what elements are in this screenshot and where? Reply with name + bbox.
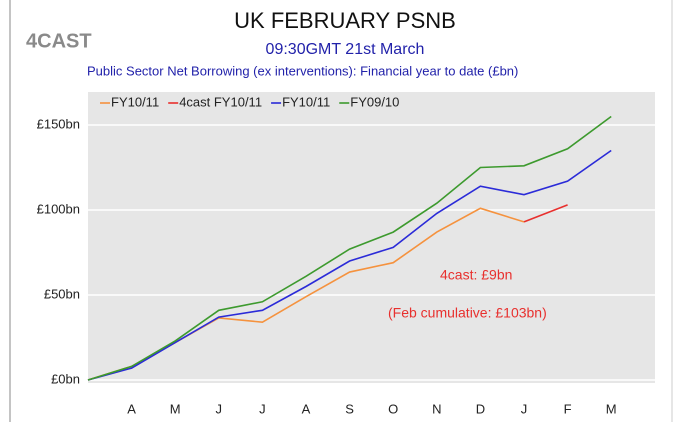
series-line xyxy=(523,204,568,223)
annotation: 4cast: £9bn xyxy=(440,267,512,283)
x-tick-label: O xyxy=(388,401,398,416)
x-tick-label: D xyxy=(476,401,485,416)
legend-label: 4cast FY10/11 xyxy=(179,94,262,109)
x-tick-label: F xyxy=(564,401,572,416)
x-tick-label: A xyxy=(302,401,311,416)
x-tick-label: J xyxy=(216,401,223,416)
series-line xyxy=(87,149,612,381)
description: Public Sector Net Borrowing (ex interven… xyxy=(87,63,518,78)
x-tick-label: M xyxy=(606,401,617,416)
y-tick-label: £50bn xyxy=(44,286,80,301)
y-tick-label: £100bn xyxy=(37,201,80,216)
plot-area xyxy=(88,92,655,383)
x-tick-label: J xyxy=(521,401,528,416)
x-tick-label: S xyxy=(345,401,354,416)
legend-label: FY10/11 xyxy=(111,94,159,109)
legend-label: FY09/10 xyxy=(350,94,399,109)
x-tick-label: M xyxy=(170,401,181,416)
annotation: (Feb cumulative: £103bn) xyxy=(388,305,547,321)
y-tick-label: £0bn xyxy=(51,371,80,386)
legend-label: FY10/11 xyxy=(282,94,330,109)
x-tick-label: J xyxy=(259,401,266,416)
chart-subtitle: 09:30GMT 21st March xyxy=(266,41,425,58)
y-tick-label: £150bn xyxy=(37,116,80,131)
chart-title: UK FEBRUARY PSNB xyxy=(234,8,456,33)
x-tick-label: N xyxy=(432,401,441,416)
series-line xyxy=(87,115,612,381)
x-tick-label: A xyxy=(127,401,136,416)
logo: 4CAST xyxy=(26,30,92,52)
